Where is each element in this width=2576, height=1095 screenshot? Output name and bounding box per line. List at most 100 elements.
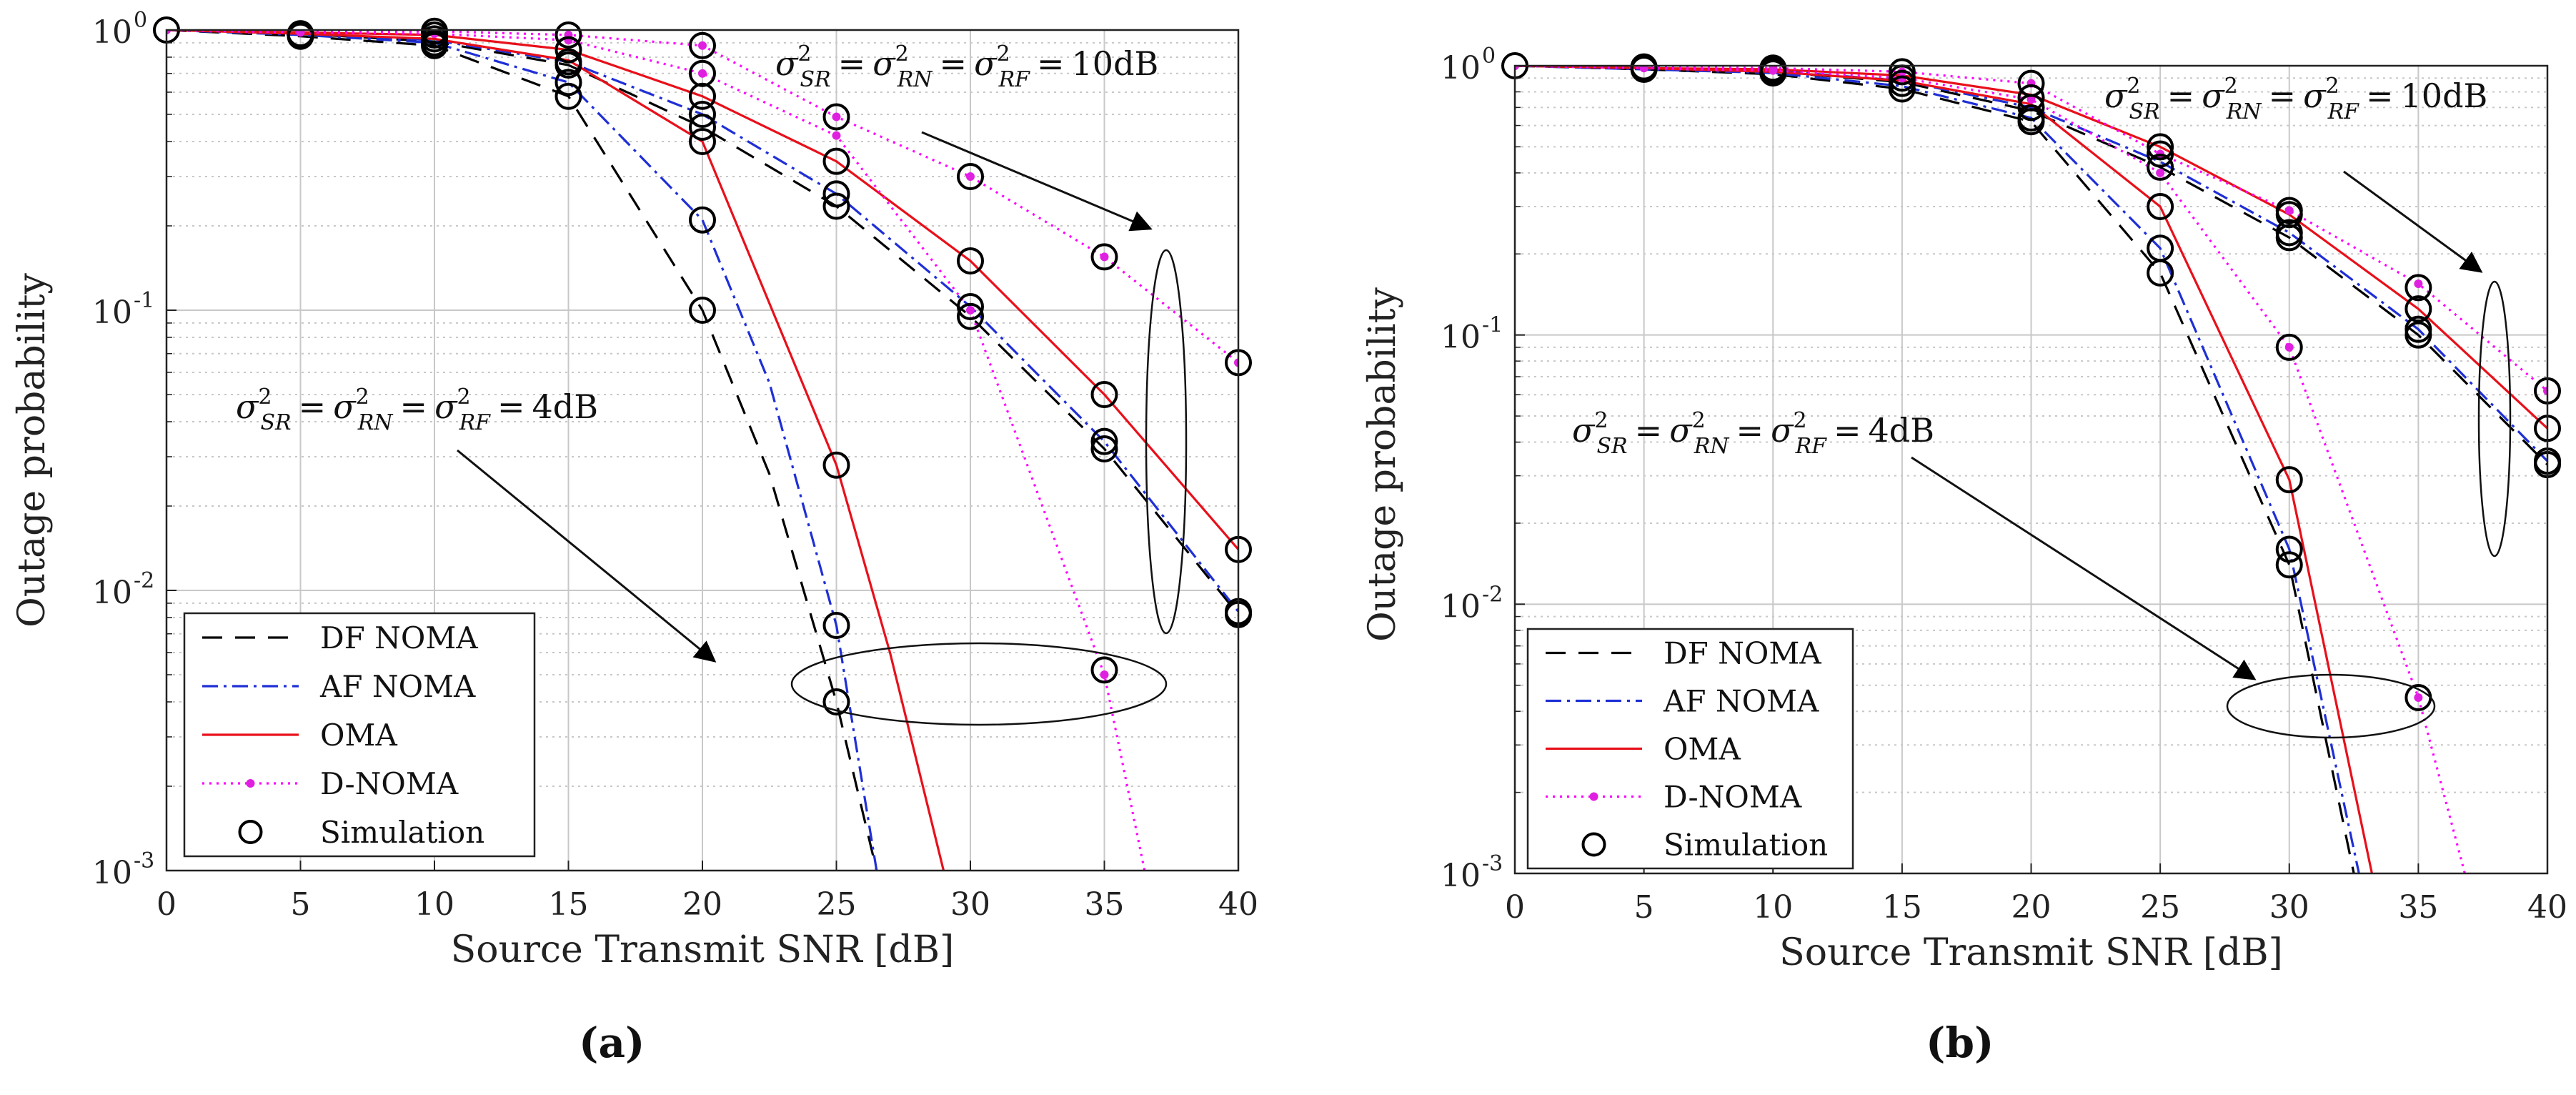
- annotation-arrow-10db: [921, 131, 1153, 232]
- sigma: σ: [1771, 411, 1794, 450]
- sub: RF: [459, 410, 492, 435]
- panel-label-b: (b): [1926, 1019, 1994, 1067]
- legend-marker-simulation: [1581, 832, 1606, 857]
- simulation-point: [555, 51, 582, 79]
- simulation-point: [2017, 108, 2045, 136]
- simulation-point: [287, 22, 314, 50]
- annotation-ellipse-10db: [1145, 249, 1188, 635]
- annotation-label-4db: σ2 SR = σ2 RN = σ2 RF = 4dB: [236, 385, 598, 435]
- simulation-point: [957, 302, 984, 330]
- legend-marker-d-noma: [1589, 792, 1598, 801]
- series-point-d-noma: [1234, 358, 1238, 367]
- equals: =: [838, 44, 866, 83]
- y-tick-exponent: 0: [134, 8, 147, 33]
- series-point-d-noma: [966, 172, 975, 181]
- sup: 2: [1793, 408, 1806, 433]
- simulation-point: [2147, 153, 2174, 181]
- sup: 2: [457, 385, 470, 410]
- equals: =: [497, 387, 525, 426]
- series-point-d-noma: [1100, 670, 1109, 680]
- series-line-df-noma-4db: [166, 30, 878, 871]
- annotation-label-10db: σ2 SR = σ2 RN = σ2 RF = 10dB: [775, 41, 1158, 92]
- simulation-point: [1090, 656, 1118, 684]
- x-tick-label: 20: [682, 886, 722, 923]
- sigma: σ: [434, 387, 458, 426]
- equals: =: [940, 44, 968, 83]
- simulation-point: [1888, 58, 1916, 86]
- x-tick-label: 15: [549, 886, 589, 923]
- equals: =: [299, 387, 327, 426]
- simulation-point: [421, 31, 448, 59]
- annotation-arrow-4db: [457, 449, 717, 663]
- series-point-d-noma: [832, 131, 841, 140]
- series-point-d-noma: [166, 30, 171, 34]
- equals: =: [2366, 76, 2394, 115]
- value: 10dB: [1072, 44, 1159, 83]
- equals: =: [1635, 411, 1663, 450]
- annotation-ellipse-4db: [790, 642, 1168, 726]
- legend-label: D-NOMA: [320, 766, 459, 801]
- simulation-point: [822, 688, 850, 715]
- sub: RF: [1795, 434, 1828, 459]
- x-tick-label: 35: [2398, 889, 2438, 926]
- simulation-point: [689, 127, 716, 155]
- simulation-point: [689, 101, 716, 129]
- series-line-d-noma-10db: [1515, 66, 2547, 392]
- x-axis-label: Source Transmit SNR [dB]: [451, 928, 955, 971]
- x-axis-label: Source Transmit SNR [dB]: [1779, 931, 2283, 974]
- y-tick-exponent: -2: [134, 568, 154, 593]
- annotation-label-10db: σ2 SR = σ2 RN = σ2 RF = 10dB: [2104, 74, 2487, 124]
- legend-label: OMA: [1664, 732, 1741, 767]
- x-tick-label: 30: [2269, 889, 2309, 926]
- series-point-d-noma: [2027, 95, 2036, 104]
- legend-label: OMA: [320, 718, 397, 753]
- series-line-d-noma-4db: [1515, 66, 2466, 873]
- equals: =: [1736, 411, 1764, 450]
- simulation-point: [822, 611, 850, 639]
- x-tick-label: 0: [156, 886, 176, 923]
- x-axis: 0 5 10 15 20 25 30 35 40: [156, 861, 1258, 923]
- sup: 2: [996, 41, 1010, 66]
- simulation-point: [2275, 535, 2303, 563]
- sup: 2: [1692, 408, 1706, 433]
- simulation-point: [1090, 381, 1118, 409]
- series-point-d-noma: [2156, 168, 2165, 177]
- equals: =: [1834, 411, 1861, 450]
- series-point-d-noma: [2543, 386, 2547, 395]
- x-tick-label: 40: [1218, 886, 1258, 923]
- sup: 2: [356, 385, 369, 410]
- y-tick-exponent: -3: [134, 848, 154, 873]
- sup: 2: [895, 41, 909, 66]
- sub: SR: [261, 410, 292, 435]
- simulation-point: [1759, 59, 1787, 87]
- legend-label: Simulation: [1664, 828, 1828, 863]
- simulation-point: [957, 247, 984, 274]
- equals: =: [2167, 76, 2195, 115]
- simulation-point: [689, 31, 716, 59]
- y-tick-label: 10: [1441, 319, 1481, 356]
- simulation-point: [957, 292, 984, 320]
- panel-label-a: (a): [579, 1019, 645, 1067]
- sup: 2: [797, 41, 811, 66]
- x-tick-label: 20: [2011, 889, 2052, 926]
- sigma: σ: [2303, 76, 2327, 115]
- x-tick-label: 10: [1753, 889, 1793, 926]
- simulation-point: [689, 297, 716, 324]
- x-tick-label: 30: [950, 886, 990, 923]
- sub: RF: [998, 67, 1031, 92]
- annotation-arrow-10db: [2343, 170, 2483, 273]
- simulation-point: [1090, 243, 1118, 271]
- y-tick-label: 10: [92, 14, 132, 51]
- sigma: σ: [974, 44, 998, 83]
- y-tick-exponent: -1: [1482, 313, 1503, 338]
- y-axis-label: Outage probability: [11, 272, 54, 627]
- grid: [1515, 66, 2547, 873]
- series-lines: [166, 30, 1238, 871]
- series-point-d-noma: [698, 41, 707, 50]
- simulation-point: [2275, 466, 2303, 494]
- value: 4dB: [1869, 411, 1935, 450]
- simulation-point: [2147, 133, 2174, 161]
- simulation-point: [1090, 427, 1118, 455]
- sub: SR: [1597, 434, 1628, 459]
